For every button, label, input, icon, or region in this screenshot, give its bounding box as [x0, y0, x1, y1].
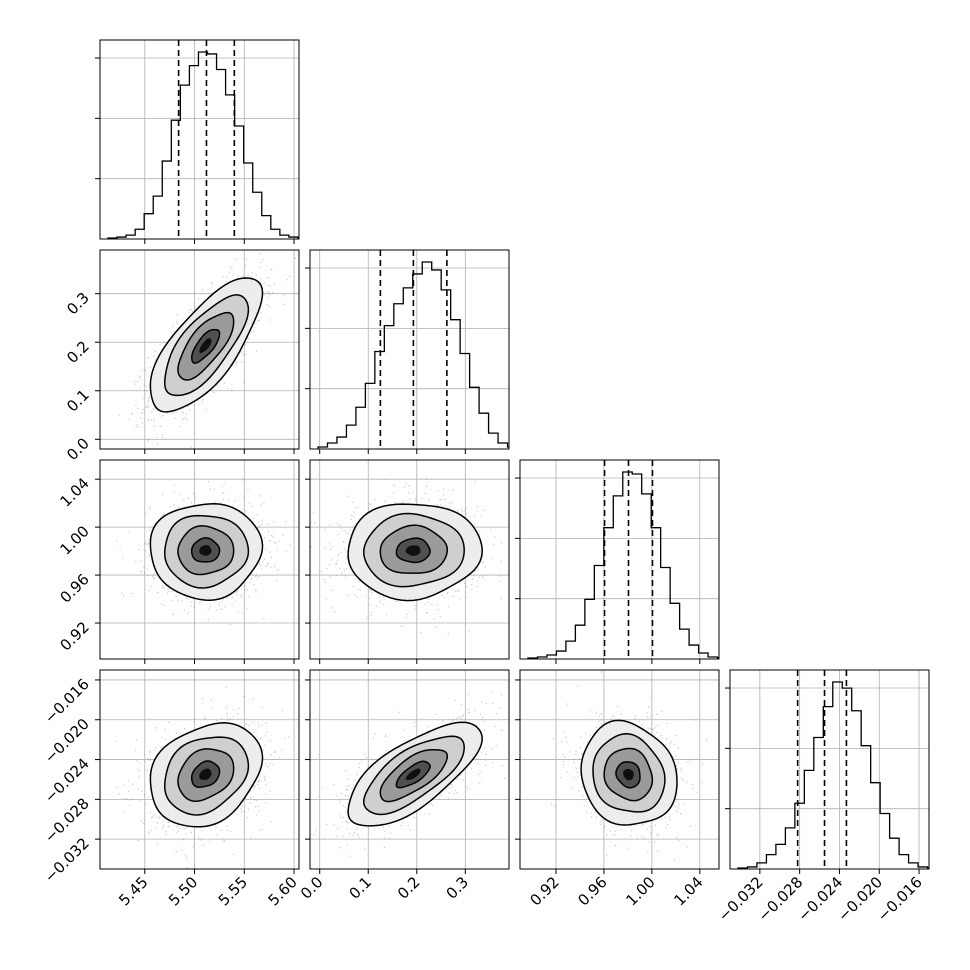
density-panel-0-1	[99, 249, 300, 450]
density-fill-4	[405, 768, 421, 780]
density-fill-4	[199, 545, 212, 556]
x-tick-label: 0.92	[526, 873, 562, 909]
contour-line-0	[149, 503, 264, 601]
y-tick-label: 0.92	[56, 618, 92, 654]
contour-line-3	[615, 761, 641, 789]
contour-line-0	[347, 721, 483, 827]
y-tick-label: 0.96	[56, 570, 92, 606]
x-tick-label: 0.3	[443, 873, 473, 903]
axes-frame	[729, 669, 930, 870]
axes-frame	[309, 249, 510, 450]
hist-panel-3	[725, 669, 930, 870]
contour-line-1	[592, 733, 666, 813]
hist-panel-1	[305, 249, 510, 450]
contour-line-2	[603, 747, 654, 802]
contour-line-1	[164, 294, 250, 397]
y-tick-label: 1.00	[56, 522, 92, 558]
x-tick-label: 1.04	[670, 873, 706, 909]
contour-line-1	[164, 514, 250, 589]
x-tick-label: 0.1	[345, 873, 375, 903]
contour-line-3	[395, 537, 431, 564]
contour-line-1	[164, 736, 250, 816]
axes-frame	[99, 249, 300, 450]
axes-frame	[519, 669, 720, 870]
density-fill-4	[199, 338, 212, 354]
contour-line-1	[362, 735, 465, 816]
contour-line-3	[190, 537, 221, 563]
contour-line-0	[580, 719, 678, 826]
contour-line-0	[149, 722, 264, 828]
y-tick-label: 0.1	[63, 386, 93, 416]
y-tick-label: 0.0	[63, 434, 93, 464]
x-tick-label: 0.2	[394, 873, 424, 903]
contour-line-0	[347, 503, 483, 602]
y-tick-label: 0.2	[63, 337, 93, 367]
histogram-3	[737, 681, 929, 869]
y-tick-label: −0.016	[41, 675, 93, 727]
density-panel-0-2	[99, 459, 300, 660]
hist-panel-2	[515, 459, 720, 660]
contour-line-3	[190, 760, 221, 788]
axes-frame	[99, 39, 300, 240]
hist-panel-0	[95, 39, 300, 240]
axes-frame	[519, 459, 720, 660]
axes-frame	[309, 669, 510, 870]
x-tick-label: 5.45	[115, 873, 151, 909]
x-tick-label: 5.50	[165, 873, 201, 909]
x-tick-label: 0.96	[574, 873, 610, 909]
x-tick-label: 5.55	[215, 873, 251, 909]
histogram-1	[317, 261, 509, 449]
contour-line-3	[395, 760, 431, 789]
axes-frame	[99, 459, 300, 660]
contour-line-2	[177, 525, 235, 576]
axes-frame	[309, 459, 510, 660]
density-fill-4	[405, 545, 421, 556]
y-tick-label: 0.3	[63, 289, 93, 319]
contour-line-3	[190, 328, 221, 364]
density-panel-1-2	[309, 459, 510, 660]
x-tick-label: 5.60	[265, 873, 301, 909]
x-tick-label: 0.0	[297, 873, 327, 903]
density-fill-4	[623, 768, 634, 781]
density-fill-4	[199, 768, 212, 780]
contour-line-2	[379, 524, 449, 574]
density-panel-0-3	[99, 669, 300, 870]
x-tick-label: 1.00	[622, 873, 658, 909]
x-tick-label: −0.016	[874, 873, 926, 925]
y-tick-label: 1.04	[56, 474, 92, 510]
contour-line-2	[177, 311, 235, 381]
density-panel-1-3	[309, 669, 510, 870]
contour-line-2	[379, 749, 449, 803]
contour-line-2	[177, 748, 235, 803]
axes-frame	[99, 669, 300, 870]
histogram-0	[107, 51, 299, 239]
density-panel-2-3	[519, 669, 720, 870]
histogram-2	[527, 471, 719, 659]
contour-line-1	[362, 512, 465, 588]
contour-line-0	[149, 277, 264, 413]
